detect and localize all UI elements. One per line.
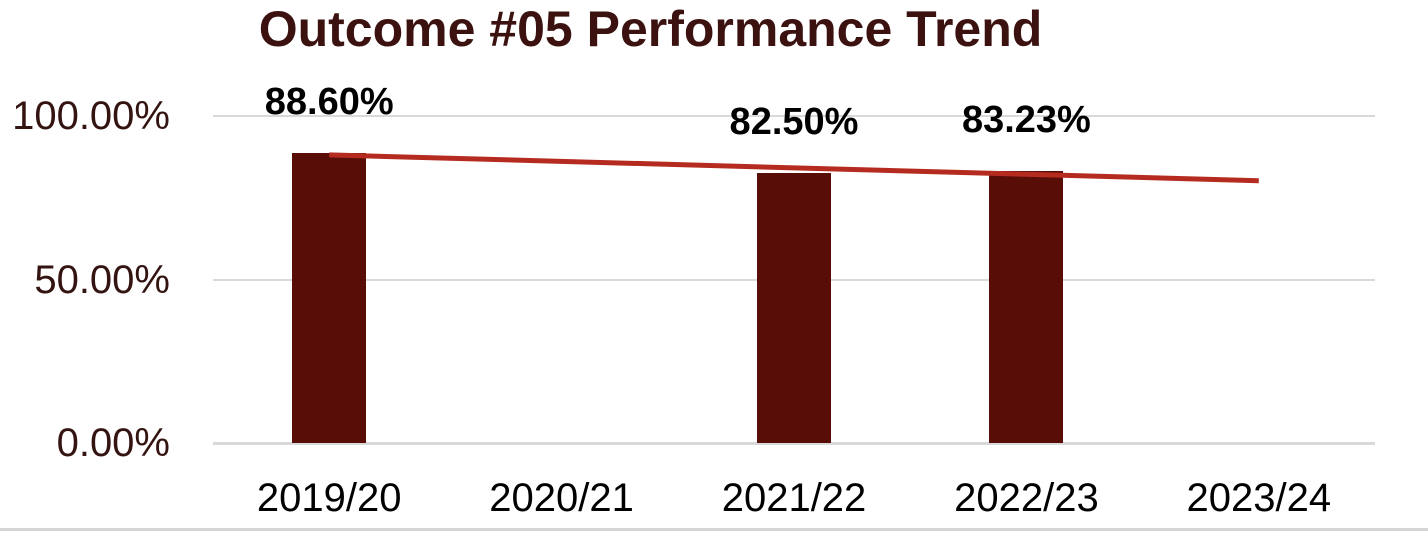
data-label-2022-23: 83.23%	[961, 98, 1091, 141]
x-axis-label-2020-21: 2020/21	[489, 476, 634, 520]
bar-2022-23	[989, 170, 1064, 443]
bar-2019-20	[292, 153, 367, 443]
data-label-2019-20: 88.60%	[264, 81, 394, 124]
y-axis-label-50: 50.00%	[34, 257, 170, 302]
x-axis-label-2022-23: 2022/23	[954, 476, 1099, 520]
trendline-segment	[329, 152, 1259, 184]
data-label-2021-22: 82.50%	[729, 101, 859, 144]
gridline-0	[213, 441, 1375, 445]
x-axis-label-2021-22: 2021/22	[721, 476, 867, 520]
trendline	[329, 152, 1259, 184]
bottom-divider	[0, 528, 1428, 531]
chart-title: Outcome #05 Performance Trend	[258, 1, 1043, 57]
x-axis-label-2019-20: 2019/20	[256, 476, 402, 520]
x-axis-label-2023-24: 2023/24	[1186, 476, 1332, 520]
y-axis-label-100: 100.00%	[12, 94, 170, 138]
bar-2021-22	[757, 173, 831, 443]
plot-area: 88.60% 82.50% 83.23%	[213, 81, 1375, 445]
y-axis-label-0: 0.00%	[56, 421, 170, 465]
gridline-100	[213, 115, 1375, 117]
